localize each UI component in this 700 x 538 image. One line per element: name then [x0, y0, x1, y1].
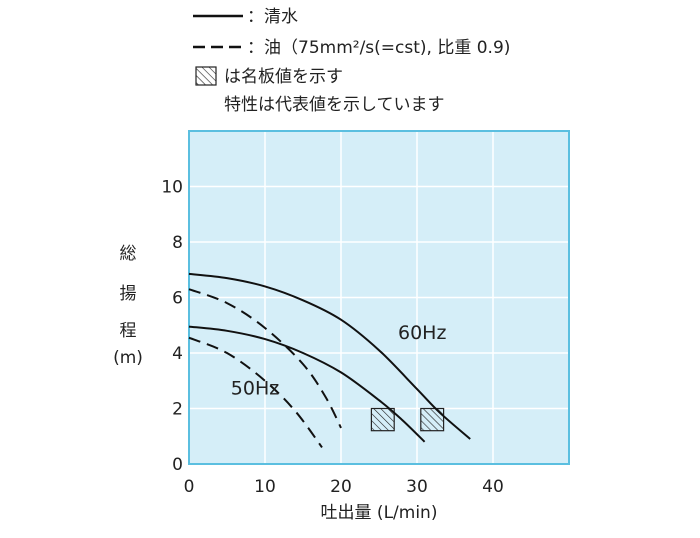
legend-hatch-label: は名板値を示す [224, 67, 343, 87]
y-tick-label-0: 0 [172, 455, 183, 475]
x-tick-label-0: 0 [184, 477, 195, 497]
plot-frame [188, 130, 570, 465]
legend-solid-label: ：清水 [247, 7, 298, 27]
y-tick-labels: 0 2 4 6 8 10 [161, 178, 183, 476]
curve-60hz-water [188, 272, 471, 440]
y-axis-label-char-1: 総 [120, 244, 137, 264]
annotation-50hz: 50Hz [231, 378, 279, 400]
x-tick-label-20: 20 [330, 477, 352, 497]
x-tick-label-10: 10 [254, 477, 276, 497]
y-axis-label-char-2: 揚 [120, 284, 137, 304]
y-axis-label: 総 揚 程 (m) [113, 244, 143, 368]
y-tick-label-4: 4 [172, 344, 183, 364]
curve-50hz-oil [188, 336, 323, 448]
curve-60hz-oil [188, 288, 342, 429]
x-axis-label: 吐出量 (L/min) [321, 503, 438, 523]
x-tick-labels: 0 10 20 30 40 [184, 477, 504, 497]
x-tick-label-40: 40 [482, 477, 504, 497]
annotation-60hz: 60Hz [398, 322, 446, 344]
y-tick-label-6: 6 [172, 289, 183, 309]
y-axis-label-unit: (m) [113, 348, 143, 368]
legend-hatch-swatch [195, 66, 217, 86]
curves [188, 272, 471, 448]
grid [189, 131, 569, 464]
legend-note: 特性は代表値を示しています [224, 95, 445, 115]
y-tick-label-10: 10 [161, 178, 183, 198]
legend: ：清水 ：油（75mm²/s(=cst), 比重 0.9) は名板値を示す 特性… [193, 7, 510, 115]
y-tick-label-8: 8 [172, 233, 183, 253]
legend-dashed-label: ：油（75mm²/s(=cst), 比重 0.9) [247, 38, 510, 58]
rated-points [370, 407, 445, 432]
y-axis-label-char-3: 程 [120, 321, 137, 341]
x-tick-label-30: 30 [406, 477, 428, 497]
y-tick-label-2: 2 [172, 400, 183, 420]
rated-point-60hz [420, 407, 445, 432]
rated-point-50hz [370, 407, 395, 432]
curve-50hz-water [188, 325, 426, 443]
